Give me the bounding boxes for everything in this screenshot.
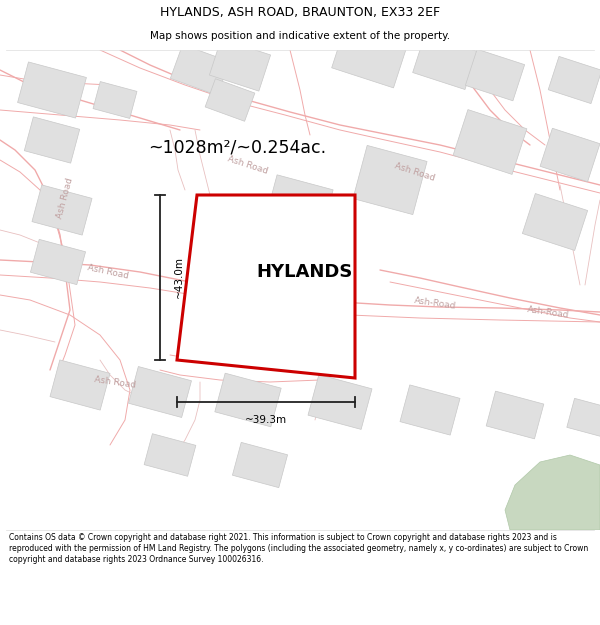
Text: Ash Road: Ash Road <box>394 161 436 182</box>
Polygon shape <box>400 385 460 435</box>
Polygon shape <box>332 22 409 88</box>
Polygon shape <box>353 146 427 214</box>
Text: Ash Road: Ash Road <box>86 263 130 281</box>
Polygon shape <box>50 360 110 410</box>
Polygon shape <box>170 44 230 96</box>
Polygon shape <box>32 185 92 235</box>
Polygon shape <box>128 366 191 418</box>
Polygon shape <box>486 391 544 439</box>
Polygon shape <box>209 39 271 91</box>
Text: ~43.0m: ~43.0m <box>174 256 184 299</box>
Polygon shape <box>413 34 478 89</box>
Polygon shape <box>257 175 333 265</box>
Text: Contains OS data © Crown copyright and database right 2021. This information is : Contains OS data © Crown copyright and d… <box>9 533 588 564</box>
Text: Ash-Road: Ash-Road <box>413 296 457 311</box>
Polygon shape <box>144 434 196 476</box>
Polygon shape <box>308 374 372 429</box>
Polygon shape <box>453 109 527 174</box>
Polygon shape <box>24 117 80 163</box>
Text: Ash-Road: Ash-Road <box>526 304 569 319</box>
Polygon shape <box>567 398 600 437</box>
Polygon shape <box>232 442 287 488</box>
Polygon shape <box>31 239 86 284</box>
Text: ~39.3m: ~39.3m <box>245 415 287 425</box>
Polygon shape <box>205 79 255 121</box>
Text: Map shows position and indicative extent of the property.: Map shows position and indicative extent… <box>150 31 450 41</box>
Polygon shape <box>93 81 137 119</box>
Polygon shape <box>466 49 524 101</box>
Polygon shape <box>523 194 587 251</box>
Polygon shape <box>215 373 281 427</box>
Polygon shape <box>505 455 600 530</box>
Polygon shape <box>17 62 86 118</box>
Text: Ash Road: Ash Road <box>55 176 75 219</box>
Text: HYLANDS, ASH ROAD, BRAUNTON, EX33 2EF: HYLANDS, ASH ROAD, BRAUNTON, EX33 2EF <box>160 6 440 19</box>
Text: HYLANDS: HYLANDS <box>257 263 353 281</box>
Polygon shape <box>540 128 600 182</box>
Text: ~1028m²/~0.254ac.: ~1028m²/~0.254ac. <box>148 139 326 157</box>
Text: Ash Road: Ash Road <box>94 374 136 389</box>
Text: Ash Road: Ash Road <box>227 154 269 176</box>
Polygon shape <box>177 195 355 378</box>
Polygon shape <box>548 56 600 104</box>
